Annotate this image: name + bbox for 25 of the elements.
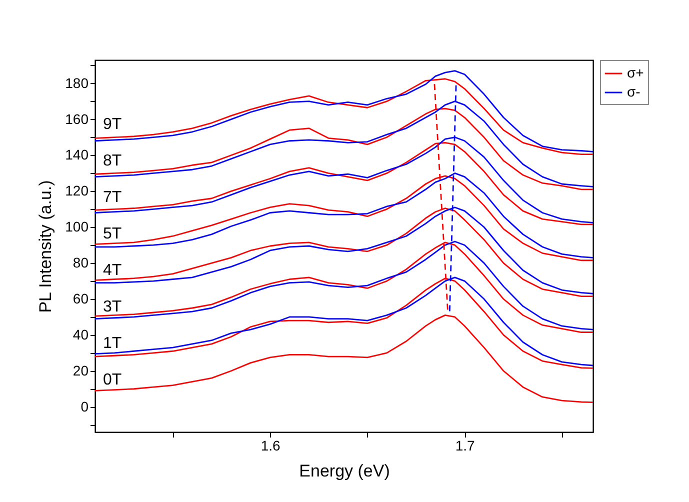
annotation: 3T <box>103 298 122 316</box>
annotation: 9T <box>103 116 122 133</box>
y-tick-label: 140 <box>65 146 89 163</box>
y-tick-label: 160 <box>65 110 89 127</box>
annotation: 4T <box>103 262 122 279</box>
y-tick-label: 100 <box>65 218 89 235</box>
annotation: 8T <box>103 152 122 170</box>
legend-label: σ- <box>627 84 641 100</box>
y-tick-label: 120 <box>65 182 89 199</box>
y-tick-label: 180 <box>65 74 89 91</box>
y-axis-title: PL Intensity (a.u.) <box>36 180 56 313</box>
annotation: 1T <box>103 335 122 352</box>
legend-label: σ+ <box>627 64 644 80</box>
annotation: 0T <box>103 372 122 388</box>
y-tick-label: 0 <box>80 398 89 414</box>
y-tick-label: 60 <box>72 290 89 307</box>
y-tick-label: 20 <box>72 362 89 378</box>
y-tick-label: 40 <box>72 326 89 342</box>
annotation: 7T <box>103 189 122 206</box>
annotation: 5T <box>103 226 122 242</box>
line-series <box>94 314 594 404</box>
x-axis-title: Energy (eV) <box>299 462 390 480</box>
x-tick-label: 1.7 <box>455 438 476 454</box>
y-tick-label: 80 <box>72 254 89 271</box>
x-tick-label: 1.6 <box>260 438 281 454</box>
